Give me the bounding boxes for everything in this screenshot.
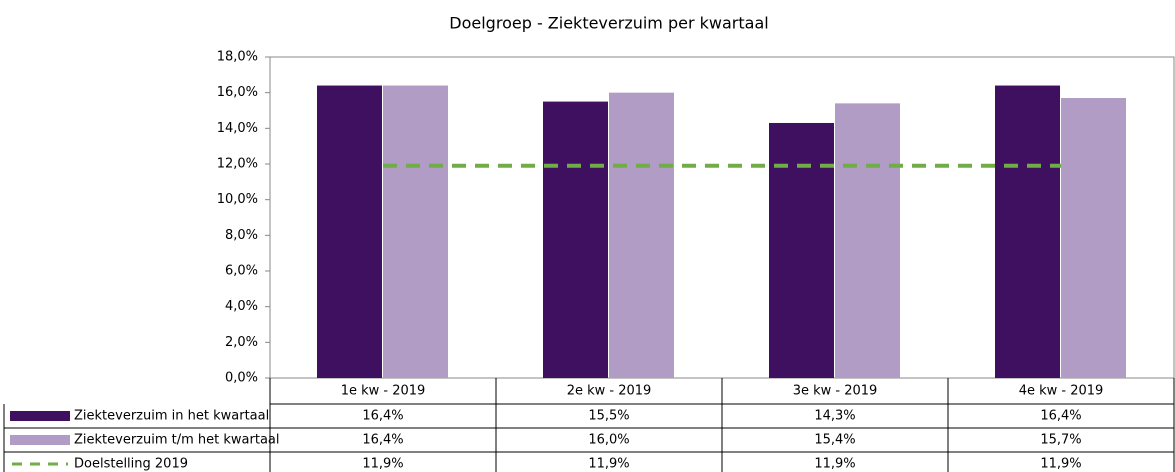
data-label: 14,3% bbox=[814, 409, 855, 424]
legend-label: Doelstelling 2019 bbox=[74, 457, 188, 472]
bar bbox=[769, 122, 834, 378]
data-label: 15,5% bbox=[588, 409, 629, 424]
bar bbox=[835, 103, 900, 378]
data-label: 11,9% bbox=[1040, 457, 1081, 472]
y-tick-label: 4,0% bbox=[225, 299, 258, 314]
bar bbox=[317, 85, 382, 379]
bar bbox=[609, 92, 674, 379]
y-tick-label: 10,0% bbox=[217, 192, 258, 207]
y-tick-label: 0,0% bbox=[225, 371, 258, 386]
legend-swatch bbox=[10, 411, 70, 421]
chart-title: Doelgroep - Ziekteverzuim per kwartaal bbox=[449, 14, 768, 33]
data-label: 11,9% bbox=[588, 457, 629, 472]
x-tick-label: 3e kw - 2019 bbox=[793, 384, 878, 399]
y-tick-label: 14,0% bbox=[217, 121, 258, 136]
x-tick-label: 2e kw - 2019 bbox=[567, 384, 652, 399]
y-tick-label: 6,0% bbox=[225, 264, 258, 279]
data-label: 16,4% bbox=[362, 409, 403, 424]
legend-swatch bbox=[10, 435, 70, 445]
data-label: 11,9% bbox=[362, 457, 403, 472]
x-tick-label: 1e kw - 2019 bbox=[341, 384, 426, 399]
data-label: 16,4% bbox=[1040, 409, 1081, 424]
y-tick-label: 18,0% bbox=[217, 50, 258, 65]
bar bbox=[543, 101, 608, 378]
y-tick-label: 12,0% bbox=[217, 157, 258, 172]
legend-label: Ziekteverzuim t/m het kwartaal bbox=[74, 433, 280, 448]
data-label: 16,0% bbox=[588, 433, 629, 448]
data-label: 11,9% bbox=[814, 457, 855, 472]
data-label: 16,4% bbox=[362, 433, 403, 448]
y-tick-label: 8,0% bbox=[225, 228, 258, 243]
data-label: 15,4% bbox=[814, 433, 855, 448]
y-tick-label: 16,0% bbox=[217, 85, 258, 100]
legend-label: Ziekteverzuim in het kwartaal bbox=[74, 409, 269, 424]
bar bbox=[995, 85, 1060, 379]
x-tick-label: 4e kw - 2019 bbox=[1019, 384, 1104, 399]
y-tick-label: 2,0% bbox=[225, 335, 258, 350]
bar bbox=[383, 85, 448, 379]
bar bbox=[1061, 98, 1126, 379]
data-label: 15,7% bbox=[1040, 433, 1081, 448]
